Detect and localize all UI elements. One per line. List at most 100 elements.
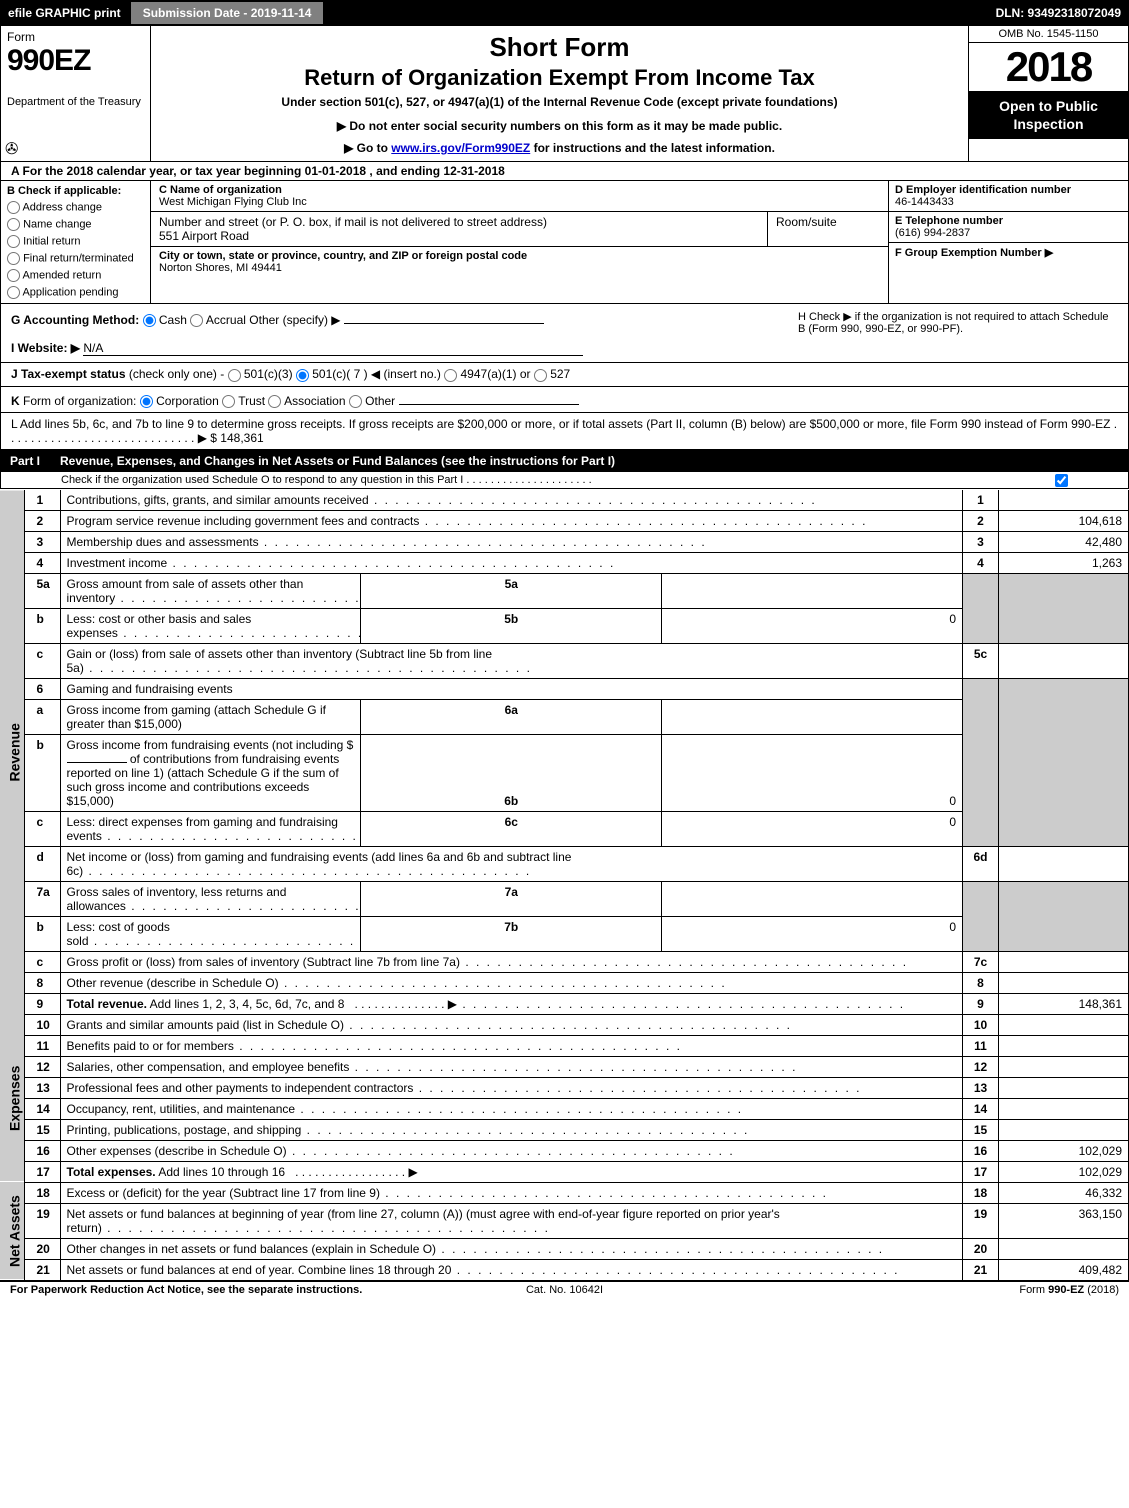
ln-6a-sub [662,699,963,734]
ssn-warning: ▶ Do not enter social security numbers o… [159,119,960,133]
ln-3-desc: Membership dues and assessments [60,531,963,552]
ln-20-desc: Other changes in net assets or fund bala… [60,1238,963,1259]
ln-6c-desc: Less: direct expenses from gaming and fu… [60,811,361,846]
row-g-h: G Accounting Method: Cash Accrual Other … [0,304,1129,363]
ln-19-desc: Net assets or fund balances at beginning… [60,1203,963,1238]
efile-label: efile GRAPHIC print [0,6,129,20]
chk-name-change[interactable]: Name change [7,218,144,231]
page-footer: For Paperwork Reduction Act Notice, see … [0,1281,1129,1298]
row-l: L Add lines 5b, 6c, and 7b to line 9 to … [0,413,1129,450]
ln-6-desc: Gaming and fundraising events [60,678,963,699]
ln-18-desc: Excess or (deficit) for the year (Subtra… [60,1182,963,1203]
chk-amended[interactable]: Amended return [7,269,144,282]
ln-6d-desc: Net income or (loss) from gaming and fun… [60,846,963,881]
chk-initial-return[interactable]: Initial return [7,235,144,248]
k-corp[interactable] [140,395,153,408]
ln-7c-desc: Gross profit or (loss) from sales of inv… [60,951,963,972]
chk-application-pending[interactable]: Application pending [7,286,144,299]
title-return: Return of Organization Exempt From Incom… [159,65,960,91]
ln-5a-sub [662,573,963,608]
ln-2-val: 104,618 [999,510,1129,531]
j-527[interactable] [534,369,547,382]
ln-7c-val [999,951,1129,972]
ln-6a-desc: Gross income from gaming (attach Schedul… [60,699,361,734]
ln-13-desc: Professional fees and other payments to … [60,1077,963,1098]
chk-final-return[interactable]: Final return/terminated [7,252,144,265]
header-left: Form 990EZ ✇ Department of the Treasury [1,26,151,161]
ln-9-desc: Total revenue. Add lines 1, 2, 3, 4, 5c,… [60,993,963,1014]
ln-10-desc: Grants and similar amounts paid (list in… [60,1014,963,1035]
street-value: 551 Airport Road [159,229,249,243]
room-label: Room/suite [776,215,837,229]
ln-6b-sub: 0 [662,734,963,811]
title-under-section: Under section 501(c), 527, or 4947(a)(1)… [159,95,960,109]
ln-5c-val [999,643,1129,678]
g-other-input[interactable] [344,310,544,324]
k-other-input[interactable] [399,391,579,405]
ln-7b-desc: Less: cost of goods sold [60,916,361,951]
ln-16-desc: Other expenses (describe in Schedule O) [60,1140,963,1161]
ln-1-num: 1 [963,490,999,511]
ln-6b-blank[interactable] [67,762,127,763]
j-501c[interactable] [296,369,309,382]
website-value: N/A [83,341,583,356]
form-word: Form [7,30,144,44]
k-other[interactable] [349,395,362,408]
open-to-public: Open to Public Inspection [969,91,1128,139]
part1-title: Revenue, Expenses, and Changes in Net As… [50,450,625,472]
j-501c3[interactable] [228,369,241,382]
i-label: I Website: ▶ [11,341,80,355]
e-label: E Telephone number [895,215,1003,227]
ln-10-val [999,1014,1129,1035]
k-assoc[interactable] [268,395,281,408]
top-bar: efile GRAPHIC print Submission Date - 20… [0,0,1129,26]
g-label: G Accounting Method: [11,313,139,327]
city-value: Norton Shores, MI 49441 [159,262,282,274]
l-value: 148,361 [220,431,263,445]
ln-6d-val [999,846,1129,881]
row-j: J Tax-exempt status (check only one) - 5… [0,363,1129,386]
j-4947[interactable] [444,369,457,382]
g-accrual-radio[interactable] [190,314,203,327]
ln-2-desc: Program service revenue including govern… [60,510,963,531]
irs-link[interactable]: www.irs.gov/Form990EZ [391,141,530,155]
form-header: Form 990EZ ✇ Department of the Treasury … [0,26,1129,162]
ln-6c-sub: 0 [662,811,963,846]
chk-address-change[interactable]: Address change [7,201,144,214]
row-k: K Form of organization: Corporation Trus… [0,387,1129,413]
ln-14-val [999,1098,1129,1119]
ln-4-desc: Investment income [60,552,963,573]
ln-12-val [999,1056,1129,1077]
part1-label: Part I [0,450,50,472]
part1-header: Part I Revenue, Expenses, and Changes in… [0,450,1129,472]
k-trust[interactable] [222,395,235,408]
ln-13-val [999,1077,1129,1098]
ln-11-desc: Benefits paid to or for members [60,1035,963,1056]
g-cash-radio[interactable] [143,314,156,327]
ln-8-val [999,972,1129,993]
period-begin: 01-01-2018 [305,164,366,178]
ln-1-val [999,490,1129,511]
ln-1: 1 [24,490,60,511]
ln-15-desc: Printing, publications, postage, and shi… [60,1119,963,1140]
header-center: Short Form Return of Organization Exempt… [151,26,968,161]
ln-6b-desc: Gross income from fundraising events (no… [60,734,361,811]
expenses-side: Expenses [0,1014,24,1182]
ln-20-val [999,1238,1129,1259]
street-label: Number and street (or P. O. box, if mail… [159,215,547,229]
period-mid: , and ending [369,164,443,178]
phone-value: (616) 994-2837 [895,227,970,239]
h-text: H Check ▶ if the organization is not req… [788,304,1128,362]
ln-5c-desc: Gain or (loss) from sale of assets other… [60,643,963,678]
section-c: C Name of organization West Michigan Fly… [151,181,888,303]
revenue-side: Revenue [0,490,24,1015]
period-end: 12-31-2018 [443,164,504,178]
ln-4-val: 1,263 [999,552,1129,573]
c-label: C Name of organization [159,184,282,196]
schedule-o-check[interactable] [1055,474,1068,487]
ln-18-val: 46,332 [999,1182,1129,1203]
omb-number: OMB No. 1545-1150 [969,26,1128,43]
ln-5b-desc: Less: cost or other basis and sales expe… [60,608,361,643]
ln-7b-sub: 0 [662,916,963,951]
part1-table: Revenue 1 Contributions, gifts, grants, … [0,490,1129,1281]
